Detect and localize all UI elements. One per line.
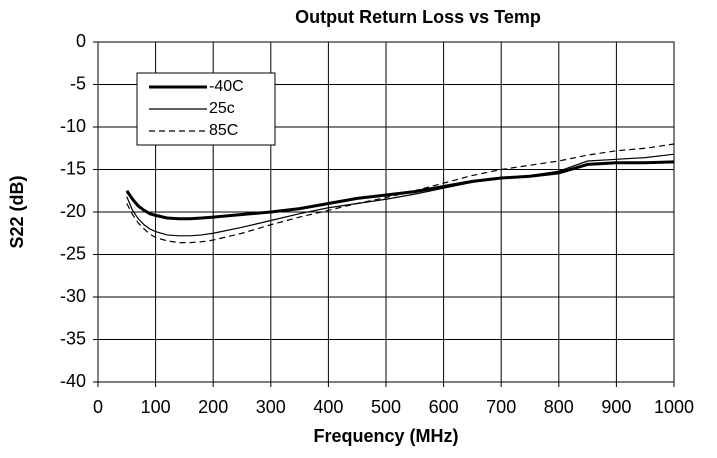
x-tick-label: 200 xyxy=(198,397,228,417)
series-line xyxy=(126,153,675,237)
x-tick-label: 500 xyxy=(371,397,401,417)
x-axis-label: Frequency (MHz) xyxy=(313,426,458,446)
x-tick-label: 900 xyxy=(601,397,631,417)
series-line xyxy=(126,143,675,244)
legend-label: 85C xyxy=(209,122,238,139)
y-tick-label: -15 xyxy=(60,158,86,178)
x-tick-label: 800 xyxy=(544,397,574,417)
legend-label: -40C xyxy=(209,78,244,95)
x-tick-label: 0 xyxy=(93,397,103,417)
y-axis-label: S22 (dB) xyxy=(7,175,27,248)
x-tick-label: 600 xyxy=(429,397,459,417)
y-tick-label: -20 xyxy=(60,201,86,221)
y-tick-label: -30 xyxy=(60,286,86,306)
legend-label: 25c xyxy=(209,100,235,117)
x-tick-label: 700 xyxy=(486,397,516,417)
y-tick-label: -40 xyxy=(60,371,86,391)
y-tick-label: -10 xyxy=(60,116,86,136)
y-tick-label: -25 xyxy=(60,243,86,263)
x-tick-label: 1000 xyxy=(654,397,694,417)
y-tick-label: 0 xyxy=(76,31,86,51)
x-tick-label: 300 xyxy=(256,397,286,417)
y-tick-label: -35 xyxy=(60,328,86,348)
chart-title: Output Return Loss vs Temp xyxy=(295,7,541,27)
y-tick-label: -5 xyxy=(70,73,86,93)
x-tick-label: 400 xyxy=(313,397,343,417)
x-tick-label: 100 xyxy=(141,397,171,417)
series-line xyxy=(125,160,675,221)
plot-border xyxy=(97,41,675,383)
